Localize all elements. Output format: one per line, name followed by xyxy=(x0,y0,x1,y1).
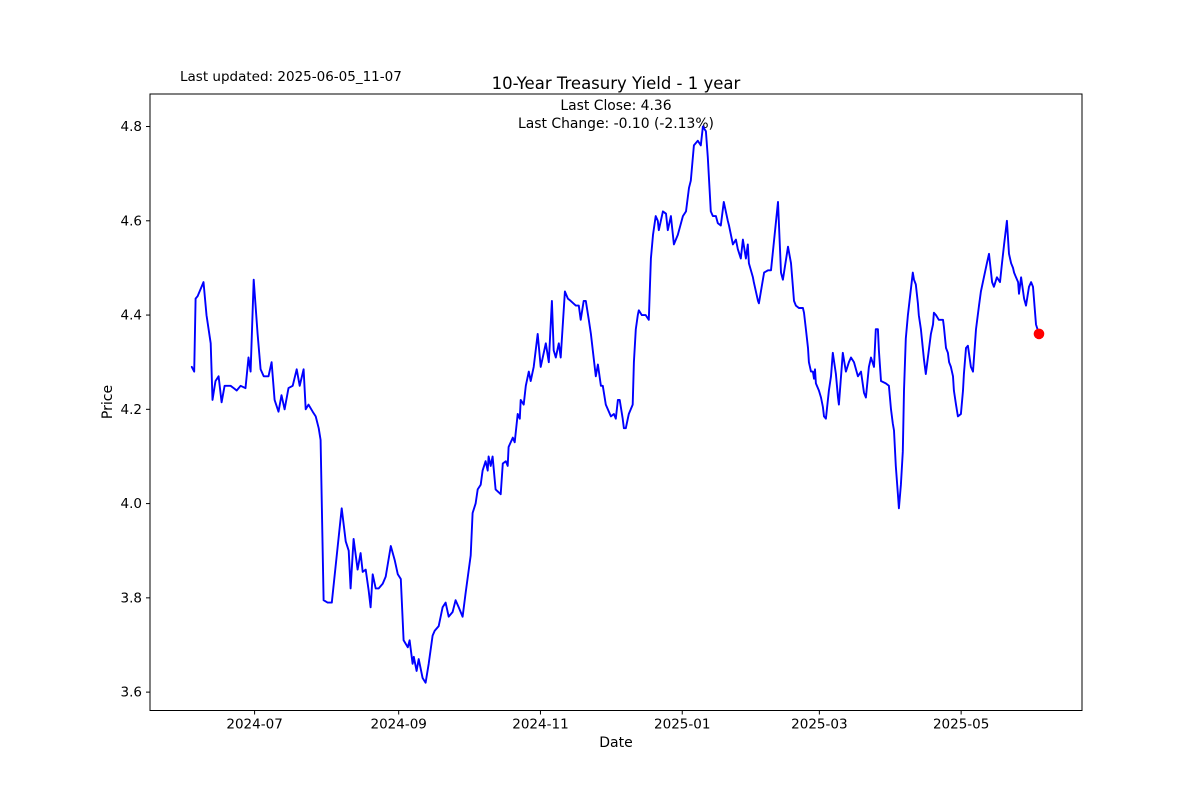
price-line-series xyxy=(190,125,1040,684)
last-price-marker xyxy=(1033,328,1045,340)
y-tick-label: 3.6 xyxy=(121,685,142,701)
x-tick-label: 2024-11 xyxy=(512,717,568,733)
x-tick-label: 2024-09 xyxy=(370,717,426,733)
y-tick-label: 4.2 xyxy=(121,402,142,418)
last-close-annotation: Last Close: 4.36 xyxy=(560,98,671,114)
x-axis-label: Date xyxy=(599,735,632,751)
last-change-annotation: Last Change: -0.10 (-2.13%) xyxy=(518,116,714,132)
last-updated-annotation: Last updated: 2025-06-05_11-07 xyxy=(180,69,402,85)
y-tick-label: 4.6 xyxy=(121,213,142,229)
y-axis-ticks: 3.6 3.8 4.0 4.2 4.4 4.6 4.8 xyxy=(121,119,150,701)
y-tick-label: 4.0 xyxy=(121,496,142,512)
x-axis-ticks: 2024-07 2024-09 2024-11 2025-01 2025-03 2025-… xyxy=(226,710,989,733)
y-tick-label: 3.8 xyxy=(121,590,142,606)
y-axis-label: Price xyxy=(100,385,116,419)
x-tick-label: 2024-07 xyxy=(226,717,282,733)
plot-area-border xyxy=(149,93,1083,711)
x-tick-label: 2025-03 xyxy=(791,717,847,733)
x-tick-label: 2025-01 xyxy=(654,717,710,733)
y-tick-label: 4.8 xyxy=(121,119,142,135)
y-tick-label: 4.4 xyxy=(121,308,142,324)
chart-title: 10-Year Treasury Yield - 1 year xyxy=(492,74,741,93)
x-tick-label: 2025-05 xyxy=(933,717,989,733)
